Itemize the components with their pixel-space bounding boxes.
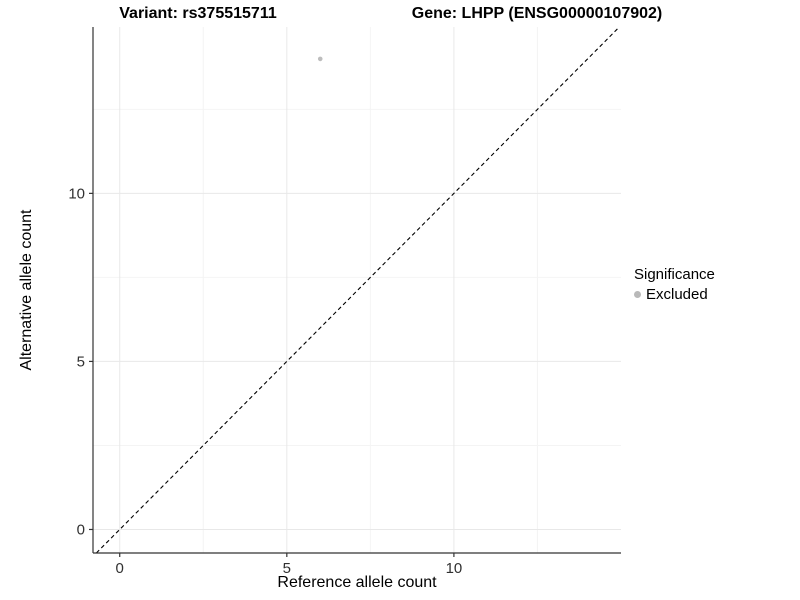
legend-key-dot — [634, 291, 641, 298]
legend-item-label: Excluded — [646, 286, 708, 303]
plot-title-gene: Gene: LHPP (ENSG00000107902) — [411, 5, 663, 22]
legend-items: Excluded — [634, 286, 715, 303]
x-axis-label: Reference allele count — [277, 574, 437, 591]
plot-title-variant: Variant: rs375515711 — [119, 5, 277, 22]
legend-title: Significance — [634, 266, 715, 283]
y-tick-label: 0 — [77, 521, 85, 538]
y-tick-label: 5 — [77, 353, 85, 370]
x-tick-label: 5 — [283, 560, 291, 577]
x-tick-label: 0 — [116, 560, 124, 577]
data-point — [317, 56, 323, 62]
y-tick-label: 10 — [68, 185, 85, 202]
legend: Significance Excluded — [634, 266, 715, 303]
x-tick-label: 10 — [446, 560, 463, 577]
identity-reference-line — [95, 26, 620, 554]
legend-item: Excluded — [634, 286, 715, 303]
